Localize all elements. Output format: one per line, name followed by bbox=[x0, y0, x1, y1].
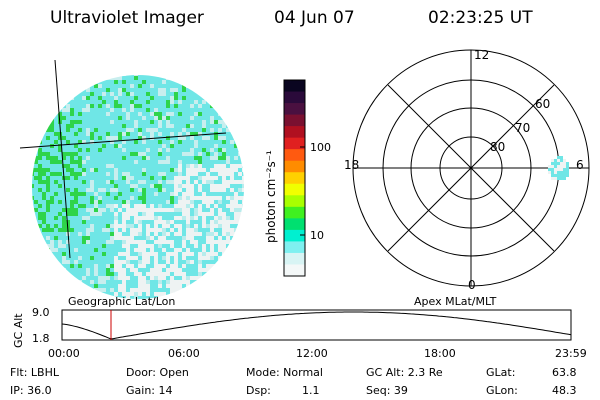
dsp-value: 1.1 bbox=[302, 384, 320, 397]
colorbar-cell bbox=[284, 114, 305, 127]
gc-altitude-timeline: GC Alt 9.0 1.8 bbox=[12, 306, 572, 348]
mlat-label: 70 bbox=[515, 121, 530, 135]
colorbar-cell bbox=[284, 126, 305, 139]
mlt-label: 6 bbox=[576, 158, 584, 172]
colorbar-cell bbox=[284, 160, 305, 173]
glat-label: GLat: bbox=[486, 366, 516, 379]
glat-value: 63.8 bbox=[552, 366, 577, 379]
polar-mlat-mlt-plot: 12 18 6 0 60 70 80 bbox=[344, 48, 590, 292]
gc-alt-axis-label: GC Alt bbox=[12, 313, 25, 348]
mode-status: Mode: Normal bbox=[246, 366, 323, 379]
colorbar-tick: 10 bbox=[310, 229, 324, 242]
door-status: Door: Open bbox=[126, 366, 189, 379]
x-tick: 23:59 bbox=[555, 347, 587, 360]
colorbar-cell bbox=[284, 91, 305, 104]
colorbar-unit-label: photon cm⁻²s⁻¹ bbox=[264, 150, 278, 243]
colorbar-tick: 100 bbox=[310, 141, 331, 154]
date-display: 04 Jun 07 bbox=[274, 8, 355, 28]
dsp-label: Dsp: bbox=[246, 384, 271, 397]
filter-status: Flt: LBHL bbox=[10, 366, 59, 379]
gc-alt-status: GC Alt: 2.3 Re bbox=[366, 366, 443, 379]
gain-status: Gain: 14 bbox=[126, 384, 173, 397]
colorbar-cell bbox=[284, 264, 305, 277]
app-title: Ultraviolet Imager bbox=[50, 8, 204, 28]
mlat-label: 80 bbox=[490, 140, 505, 154]
x-tick: 12:00 bbox=[296, 347, 328, 360]
colorbar-cell bbox=[284, 103, 305, 116]
colorbar-cell bbox=[284, 241, 305, 254]
colorbar: 100 10 photon cm⁻²s⁻¹ bbox=[264, 79, 331, 277]
geographic-latlon-label: Geographic Lat/Lon bbox=[68, 295, 176, 308]
colorbar-cell bbox=[284, 206, 305, 219]
y-tick: 1.8 bbox=[32, 332, 50, 345]
seq-status: Seq: 39 bbox=[366, 384, 408, 397]
colorbar-cell bbox=[284, 195, 305, 208]
colorbar-cell bbox=[284, 172, 305, 185]
latitude-line bbox=[19, 132, 227, 149]
mlat-label: 60 bbox=[535, 97, 550, 111]
time-display: 02:23:25 UT bbox=[428, 8, 533, 28]
x-tick: 18:00 bbox=[424, 347, 456, 360]
longitude-line bbox=[54, 59, 71, 259]
colorbar-cell bbox=[284, 149, 305, 162]
colorbar-cell bbox=[284, 218, 305, 231]
apex-mlat-mlt-label: Apex MLat/MLT bbox=[414, 295, 497, 308]
geographic-image bbox=[19, 59, 244, 299]
glon-value: 48.3 bbox=[552, 384, 577, 397]
glon-label: GLon: bbox=[486, 384, 518, 397]
mlt-label: 12 bbox=[474, 48, 489, 62]
colorbar-cell bbox=[284, 229, 305, 242]
colorbar-cell bbox=[284, 252, 305, 265]
x-tick: 06:00 bbox=[168, 347, 200, 360]
colorbar-cell bbox=[284, 183, 305, 196]
y-tick: 9.0 bbox=[32, 306, 50, 319]
colorbar-cell bbox=[284, 137, 305, 150]
ip-status: IP: 36.0 bbox=[10, 384, 52, 397]
x-tick: 00:00 bbox=[48, 347, 80, 360]
mlt-label: 0 bbox=[468, 278, 476, 292]
colorbar-cell bbox=[284, 80, 305, 93]
mlt-label: 18 bbox=[344, 158, 359, 172]
